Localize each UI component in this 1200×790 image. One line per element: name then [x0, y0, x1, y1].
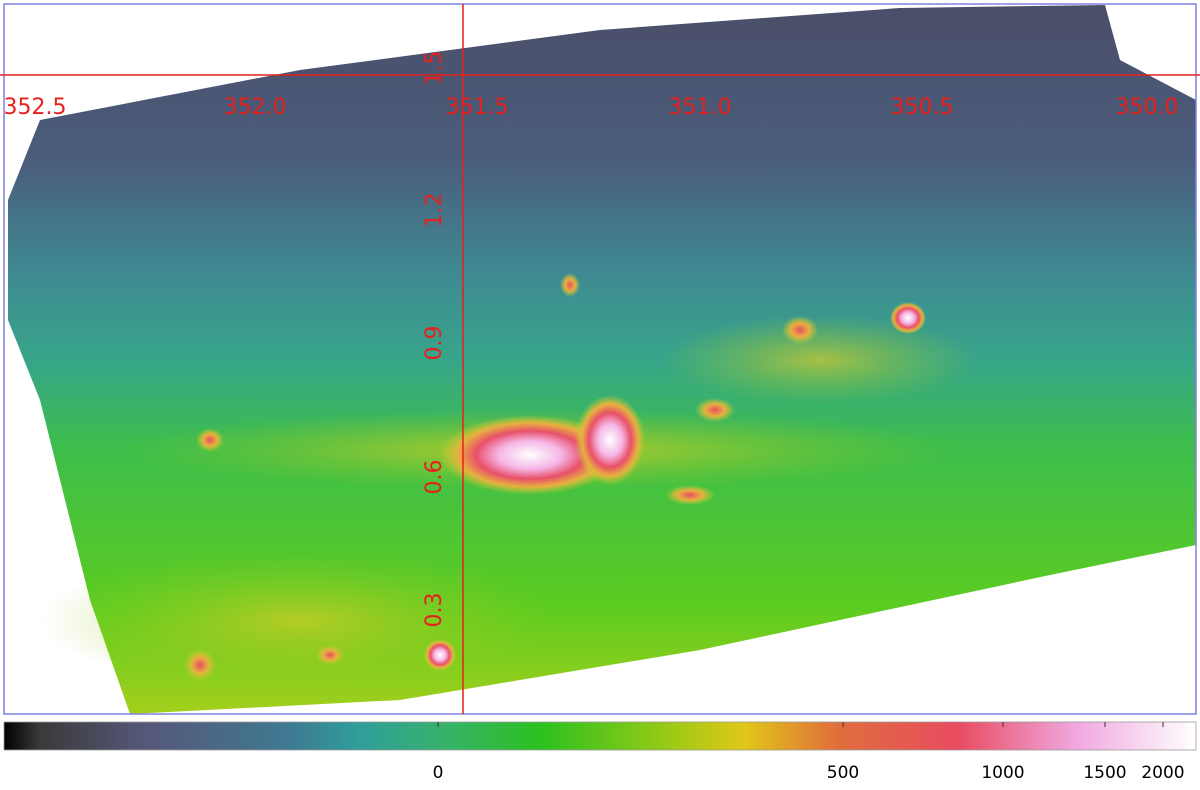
y-axis-label: 0.9 — [422, 326, 447, 361]
y-axis-label: 0.6 — [422, 460, 447, 495]
colorbar — [3, 721, 1197, 751]
x-axis-label: 352.5 — [4, 95, 67, 120]
y-axis-label: 1.5 — [422, 51, 447, 86]
y-axis-label: 0.3 — [422, 593, 447, 628]
colorbar-label: 1000 — [981, 763, 1024, 783]
x-axis-label: 351.5 — [446, 95, 509, 120]
x-axis-label: 350.5 — [891, 95, 954, 120]
x-axis-label: 352.0 — [224, 95, 287, 120]
sky-map — [8, 5, 1196, 714]
colorbar-label: 500 — [827, 763, 859, 783]
colorbar-label: 0 — [433, 763, 444, 783]
x-axis-label: 350.0 — [1116, 95, 1179, 120]
y-axis-label: 1.2 — [422, 193, 447, 228]
x-axis-label: 351.0 — [669, 95, 732, 120]
colorbar-label: 2000 — [1141, 763, 1184, 783]
frame — [3, 3, 1197, 715]
colorbar-label: 1500 — [1083, 763, 1126, 783]
